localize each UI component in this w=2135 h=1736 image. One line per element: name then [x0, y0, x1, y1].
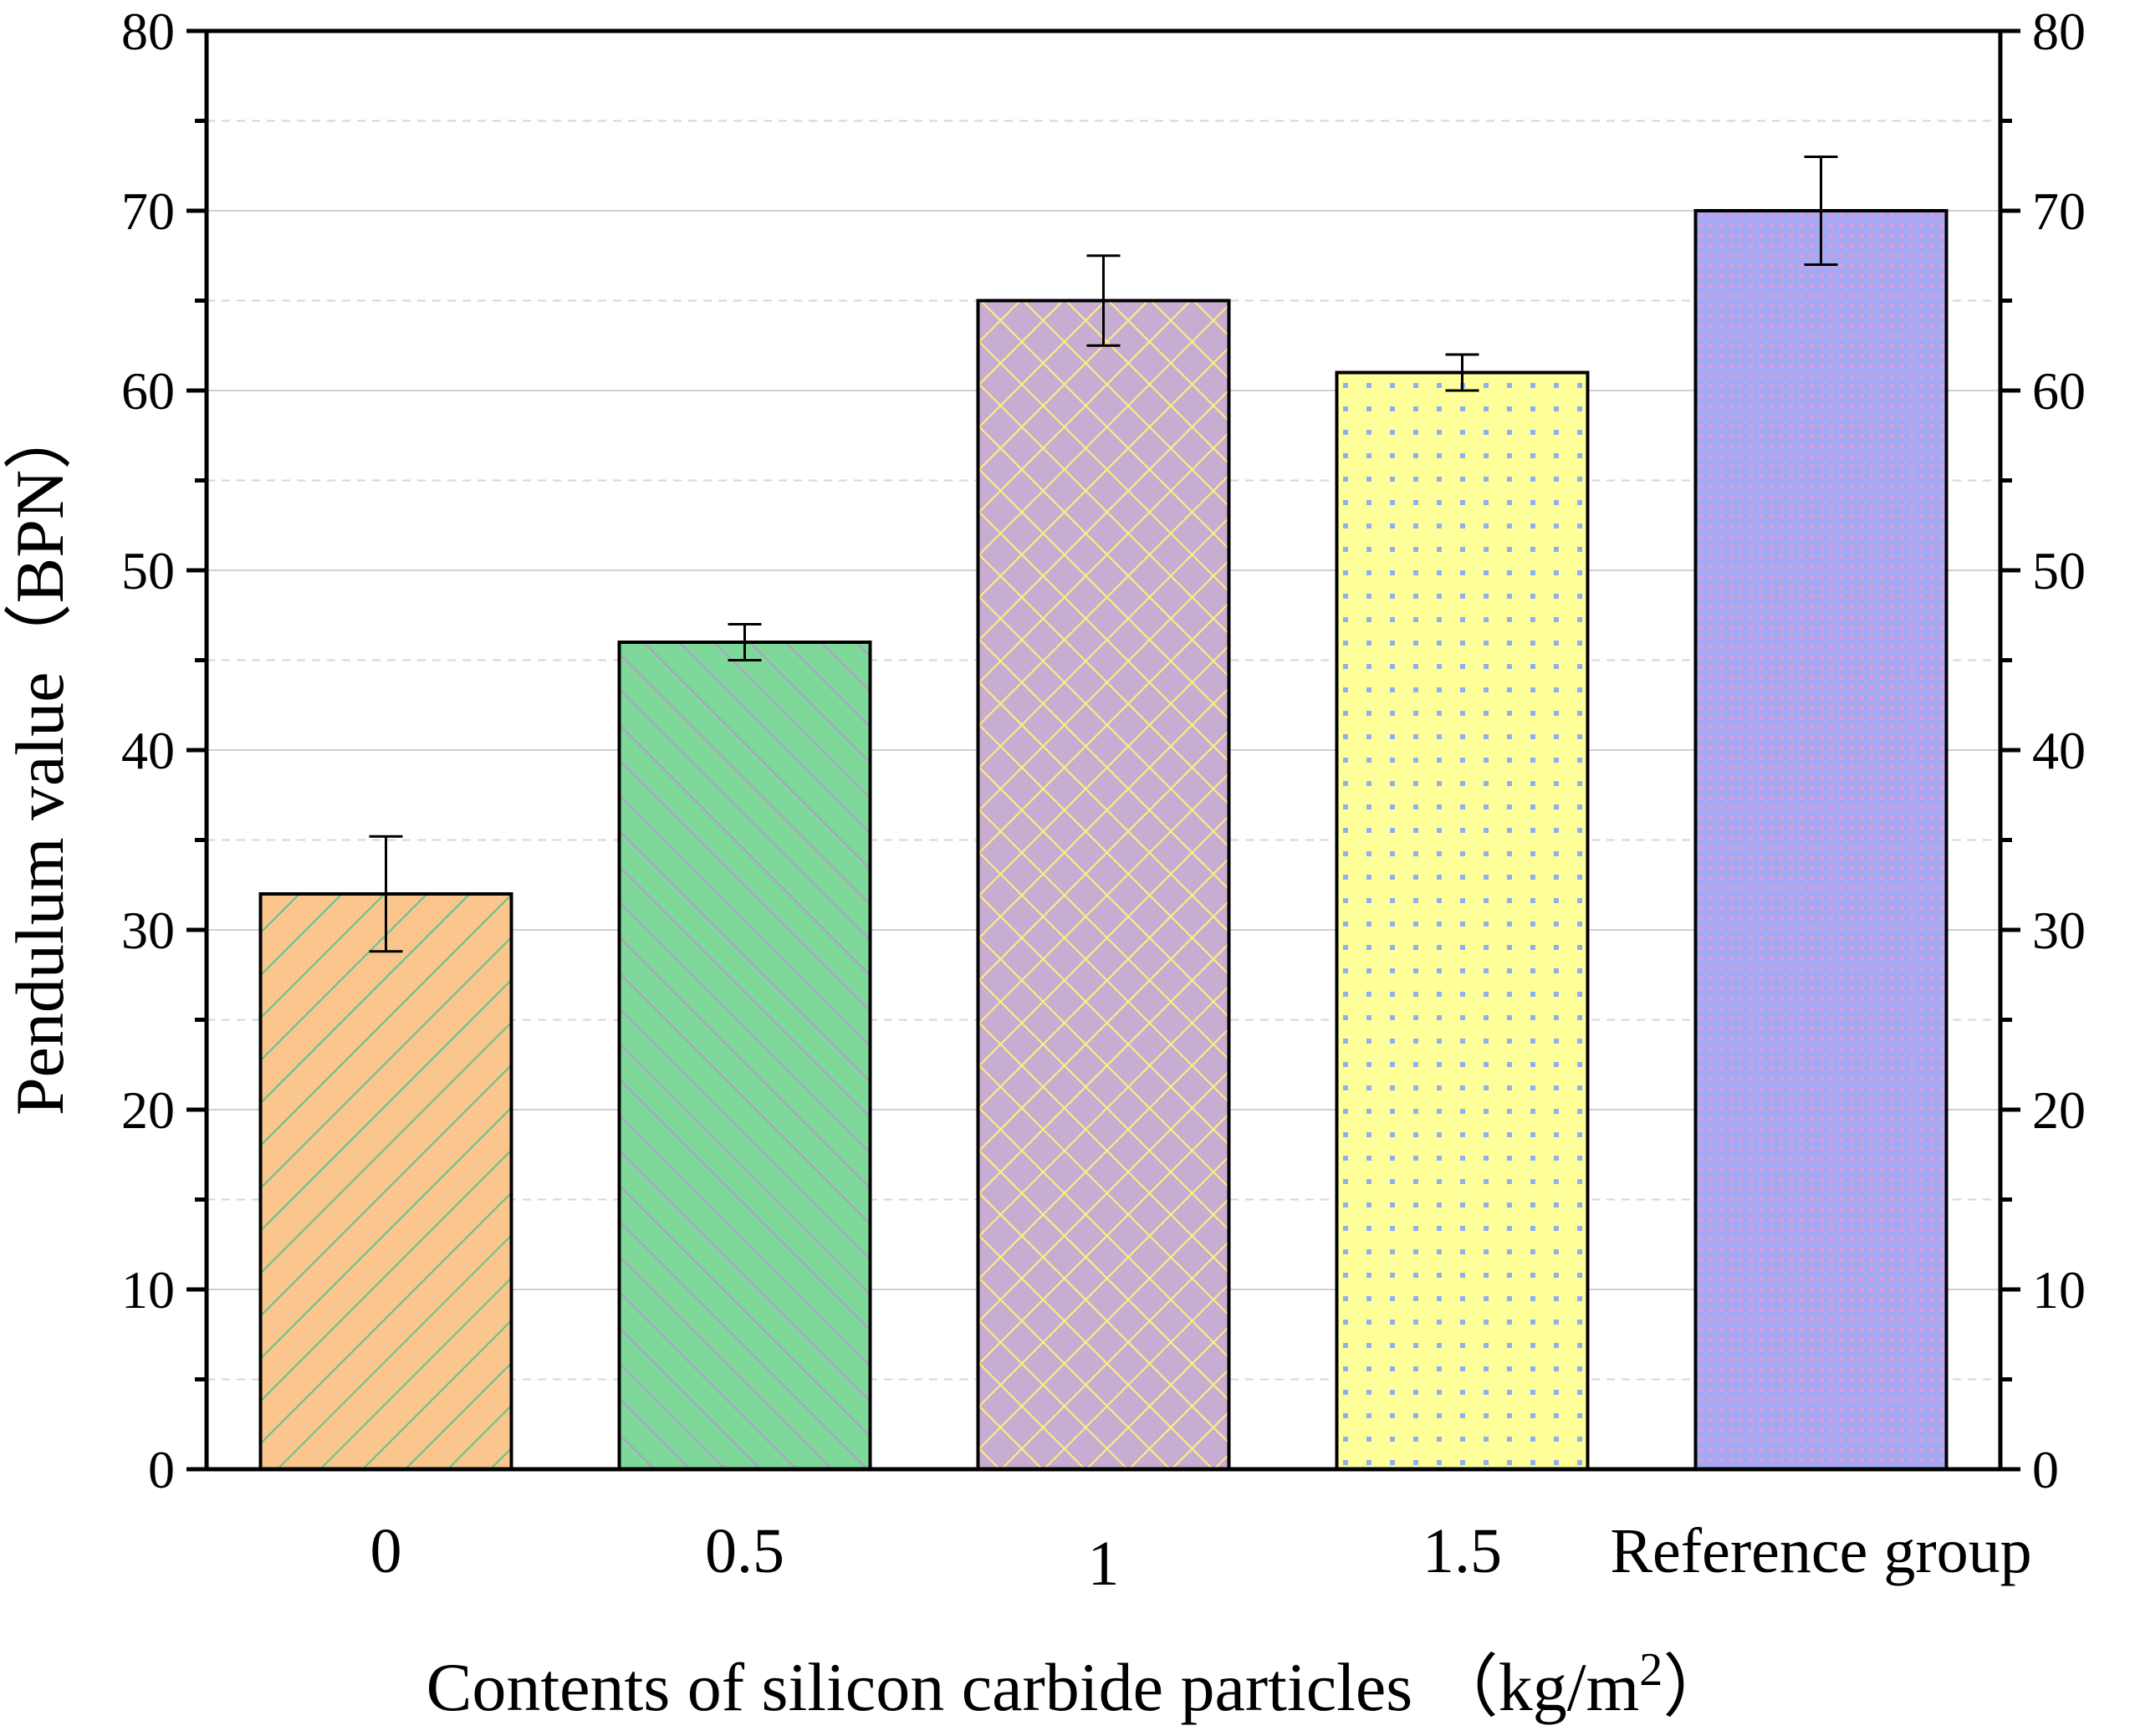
- bars: [258, 209, 1949, 1471]
- y2-tick-label: 30: [2032, 901, 2086, 960]
- bar-1: [617, 641, 872, 1471]
- y2-tick-label: 70: [2032, 181, 2086, 241]
- bar-0: [258, 892, 513, 1471]
- y-tick-label: 80: [121, 2, 175, 61]
- error-bars: [369, 156, 1838, 953]
- y-tick-label: 0: [148, 1440, 175, 1499]
- bar-2: [976, 299, 1231, 1471]
- y2-tick-label: 20: [2032, 1080, 2086, 1140]
- x-axis-title-superscript: 2: [1639, 1644, 1663, 1696]
- y2-tick-label: 50: [2032, 541, 2086, 600]
- left-y-axis: 0 10 20 30 40 50 60 70 80: [121, 2, 207, 1499]
- x-tick-label: Reference group: [1610, 1516, 2031, 1586]
- x-tick-label: 1.5: [1422, 1516, 1502, 1586]
- y-tick-label: 10: [121, 1260, 175, 1320]
- x-tick-label: 1: [1088, 1529, 1120, 1599]
- y-tick-label: 30: [121, 901, 175, 960]
- y2-tick-label: 60: [2032, 361, 2086, 421]
- error-bar-0: [369, 835, 403, 953]
- x-tick-label: 0: [370, 1516, 402, 1586]
- y-axis-title: Pendulum value（BPN）: [2, 401, 78, 1116]
- right-y-axis: 0 10 20 30 40 50 60 70 80: [2000, 2, 2086, 1499]
- x-axis-categories: 0 0.5 1 1.5 Reference group: [370, 1516, 2032, 1599]
- y2-tick-label: 0: [2032, 1440, 2059, 1499]
- y-tick-label: 20: [121, 1080, 175, 1140]
- y2-tick-label: 40: [2032, 721, 2086, 780]
- error-bar-2: [1086, 254, 1121, 347]
- y-tick-label: 70: [121, 181, 175, 241]
- bar-4: [1693, 209, 1949, 1471]
- error-bar-1: [728, 623, 762, 661]
- y-tick-label: 50: [121, 541, 175, 600]
- x-tick-label: 0.5: [705, 1516, 784, 1586]
- x-axis-title: Contents of silicon carbide particles （k…: [426, 1644, 1732, 1725]
- error-bar-4: [1804, 156, 1838, 266]
- y2-tick-label: 80: [2032, 2, 2086, 61]
- x-axis-title-suffix: ）: [1663, 1649, 1731, 1725]
- error-bar-3: [1445, 353, 1479, 392]
- y2-tick-label: 10: [2032, 1260, 2086, 1320]
- y-tick-label: 40: [121, 721, 175, 780]
- y-tick-label: 60: [121, 361, 175, 421]
- bar-3: [1335, 370, 1590, 1471]
- x-axis-title-main: Contents of silicon carbide particles （k…: [426, 1649, 1640, 1725]
